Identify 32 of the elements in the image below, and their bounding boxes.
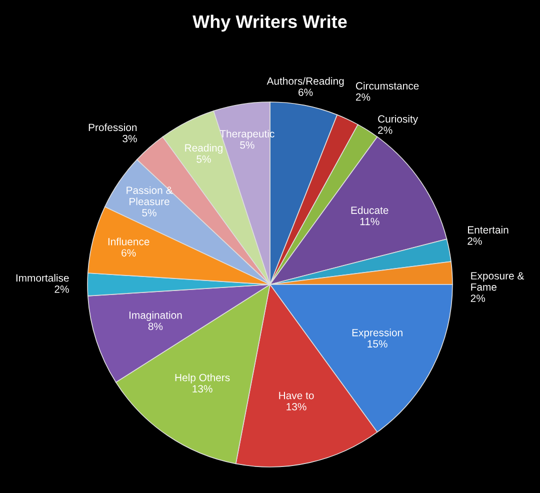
data-label: 2% <box>468 237 482 245</box>
slice-label: Entertain <box>468 226 508 234</box>
data-label: 2% <box>378 126 392 134</box>
data-label: 2% <box>470 294 486 302</box>
data-label: 5% <box>196 155 211 163</box>
slice-label: Curiosity <box>378 114 418 125</box>
slice-label: Reading <box>185 144 222 154</box>
data-label: 3% <box>122 134 137 142</box>
slice-label: Exposure & Fame <box>471 272 524 291</box>
data-label: 13% <box>286 403 306 410</box>
data-label: 2% <box>356 93 370 101</box>
slice-label: Authors/Reading <box>266 77 344 87</box>
slice-label: Profession <box>88 123 137 132</box>
slice-label: Immortalise <box>16 274 69 282</box>
data-label: 13% <box>192 385 212 392</box>
slice-label: Circumstance <box>356 82 419 90</box>
slice-label: Influence <box>108 238 150 246</box>
slice-label: Educate <box>351 206 388 214</box>
data-label: 5% <box>240 141 254 149</box>
data-label: 5% <box>142 209 156 216</box>
slice-label: Passion & Pleasure <box>126 186 173 206</box>
slice-label: Imagination <box>129 311 182 321</box>
chart-title: Why Writers Write <box>192 14 347 32</box>
slice-label: Expression <box>352 328 402 338</box>
slice-label: Have to <box>279 392 314 400</box>
data-label: 6% <box>298 88 313 96</box>
data-label: 11% <box>360 218 380 226</box>
data-label: 6% <box>122 249 136 257</box>
data-label: 8% <box>148 322 163 330</box>
data-label: 2% <box>54 286 69 293</box>
data-label: 15% <box>368 340 388 348</box>
slice-label: Help Others <box>175 374 230 384</box>
